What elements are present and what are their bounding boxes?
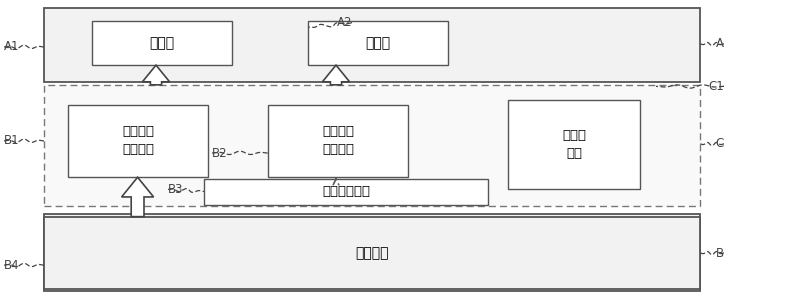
Text: 接收机垂
直升降台: 接收机垂 直升降台 bbox=[322, 125, 354, 156]
Text: B1: B1 bbox=[4, 135, 20, 147]
Text: 发射机垂
直升降台: 发射机垂 直升降台 bbox=[122, 125, 154, 156]
Bar bbox=[308, 21, 448, 65]
Bar bbox=[44, 217, 700, 289]
Text: A1: A1 bbox=[4, 41, 19, 53]
Text: A: A bbox=[716, 38, 724, 50]
Text: 水平滑动导轨: 水平滑动导轨 bbox=[322, 185, 370, 198]
Bar bbox=[268, 105, 408, 177]
Polygon shape bbox=[142, 65, 170, 85]
Text: C1: C1 bbox=[708, 80, 724, 93]
Text: B3: B3 bbox=[168, 183, 183, 196]
Text: B: B bbox=[716, 247, 724, 259]
Polygon shape bbox=[122, 177, 154, 217]
Bar bbox=[44, 85, 700, 206]
Bar bbox=[44, 214, 700, 291]
Text: 接收机: 接收机 bbox=[366, 36, 390, 50]
Bar bbox=[92, 21, 232, 65]
Polygon shape bbox=[322, 65, 350, 85]
Text: B2: B2 bbox=[212, 147, 228, 159]
Text: 光学平台: 光学平台 bbox=[355, 246, 389, 260]
Bar bbox=[68, 105, 208, 177]
Bar bbox=[204, 179, 488, 205]
Text: 发射机: 发射机 bbox=[150, 36, 174, 50]
Text: B4: B4 bbox=[4, 259, 20, 271]
Text: A2: A2 bbox=[337, 16, 352, 29]
Text: 主控计
算机: 主控计 算机 bbox=[562, 129, 586, 160]
Text: C: C bbox=[716, 138, 724, 150]
Bar bbox=[44, 8, 700, 82]
Bar bbox=[508, 100, 640, 189]
